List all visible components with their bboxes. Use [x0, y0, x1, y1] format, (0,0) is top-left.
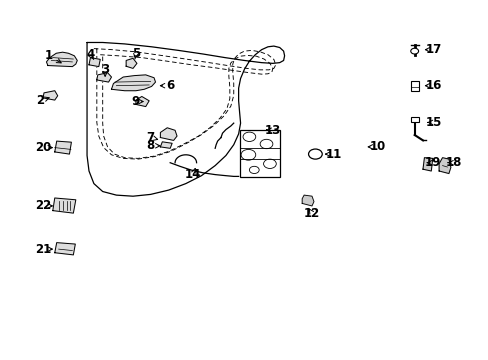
- Text: 6: 6: [166, 79, 174, 92]
- Text: 18: 18: [445, 156, 461, 169]
- Text: 19: 19: [424, 156, 440, 169]
- Polygon shape: [160, 128, 177, 140]
- Polygon shape: [53, 198, 76, 213]
- Text: 10: 10: [368, 140, 385, 153]
- Polygon shape: [136, 96, 149, 107]
- Text: 21: 21: [35, 243, 51, 256]
- Polygon shape: [55, 243, 75, 255]
- Text: 11: 11: [325, 148, 341, 161]
- Polygon shape: [422, 158, 432, 171]
- Text: 15: 15: [425, 116, 442, 129]
- Circle shape: [410, 48, 418, 54]
- Bar: [239, 130, 279, 177]
- Text: 14: 14: [184, 168, 201, 181]
- Polygon shape: [55, 141, 71, 154]
- Polygon shape: [160, 142, 172, 148]
- Polygon shape: [126, 58, 137, 68]
- Text: 5: 5: [132, 47, 140, 60]
- Bar: [410, 81, 418, 91]
- Polygon shape: [46, 52, 77, 67]
- Text: 22: 22: [35, 199, 51, 212]
- Polygon shape: [89, 58, 100, 67]
- Text: 1: 1: [45, 49, 53, 62]
- Text: 9: 9: [132, 95, 140, 108]
- Text: 20: 20: [35, 141, 51, 154]
- Polygon shape: [438, 158, 450, 174]
- Bar: [410, 117, 418, 122]
- Polygon shape: [43, 91, 58, 100]
- Text: 17: 17: [425, 43, 442, 56]
- Polygon shape: [111, 75, 155, 91]
- Text: 8: 8: [146, 139, 154, 152]
- Polygon shape: [97, 73, 111, 82]
- Polygon shape: [302, 195, 313, 206]
- Text: 7: 7: [146, 131, 154, 144]
- Text: 16: 16: [425, 79, 442, 92]
- Text: 2: 2: [36, 94, 44, 107]
- Text: 12: 12: [303, 207, 320, 220]
- Text: 13: 13: [264, 124, 281, 137]
- Text: 3: 3: [101, 63, 109, 76]
- Text: 4: 4: [86, 48, 94, 61]
